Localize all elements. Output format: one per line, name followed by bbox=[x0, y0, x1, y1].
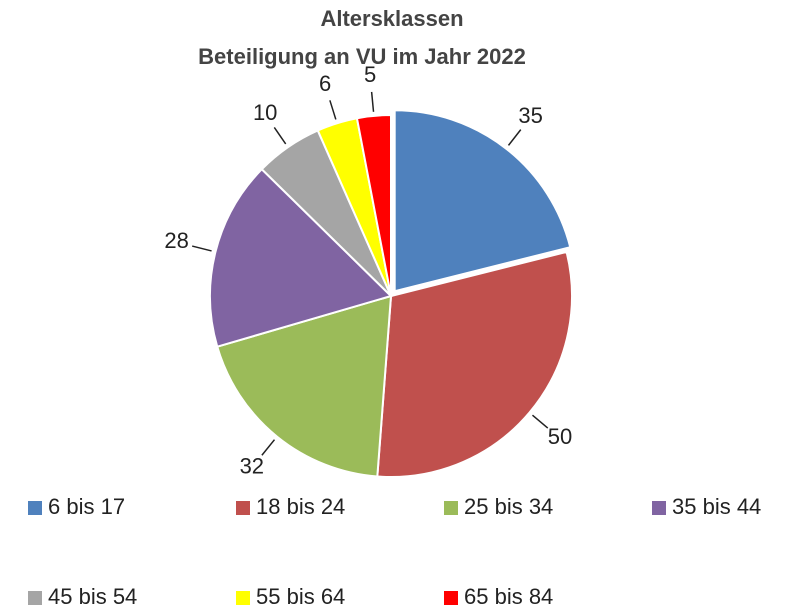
data-label: 35 bbox=[518, 103, 542, 128]
legend-swatch bbox=[28, 591, 42, 605]
pie-slice bbox=[393, 109, 572, 293]
legend-swatch bbox=[444, 501, 458, 515]
legend-swatch bbox=[28, 501, 42, 515]
legend-swatch bbox=[444, 591, 458, 605]
legend-label: 35 bis 44 bbox=[672, 494, 761, 519]
legend-label: 6 bis 17 bbox=[48, 494, 125, 519]
leader-line bbox=[273, 127, 287, 145]
data-label: 32 bbox=[240, 453, 264, 478]
legend-label: 45 bis 54 bbox=[48, 584, 137, 609]
leader-line bbox=[507, 129, 522, 146]
pie-slice bbox=[216, 294, 393, 478]
legend-label: 65 bis 84 bbox=[464, 584, 553, 609]
legend-label: 25 bis 34 bbox=[464, 494, 553, 519]
data-label: 50 bbox=[548, 424, 572, 449]
legend-swatch bbox=[236, 591, 250, 605]
leader-line bbox=[261, 439, 276, 456]
pie-slice bbox=[355, 113, 392, 297]
legend-label: 55 bis 64 bbox=[256, 584, 345, 609]
pie-slice bbox=[376, 250, 573, 478]
chart-subtitle: Beteiligung an VU im Jahr 2022 bbox=[198, 44, 526, 69]
legend-swatch bbox=[236, 501, 250, 515]
data-label: 28 bbox=[164, 228, 188, 253]
leader-line bbox=[531, 414, 549, 429]
legend-label: 18 bis 24 bbox=[256, 494, 345, 519]
legend-swatch bbox=[652, 501, 666, 515]
leader-line bbox=[370, 91, 375, 112]
leader-line bbox=[329, 100, 337, 120]
chart-title: Altersklassen bbox=[320, 6, 463, 31]
data-label: 5 bbox=[364, 62, 376, 87]
data-label: 6 bbox=[319, 71, 331, 96]
leader-line bbox=[191, 245, 212, 252]
pie-slice bbox=[209, 167, 393, 348]
data-label: 10 bbox=[253, 100, 277, 125]
